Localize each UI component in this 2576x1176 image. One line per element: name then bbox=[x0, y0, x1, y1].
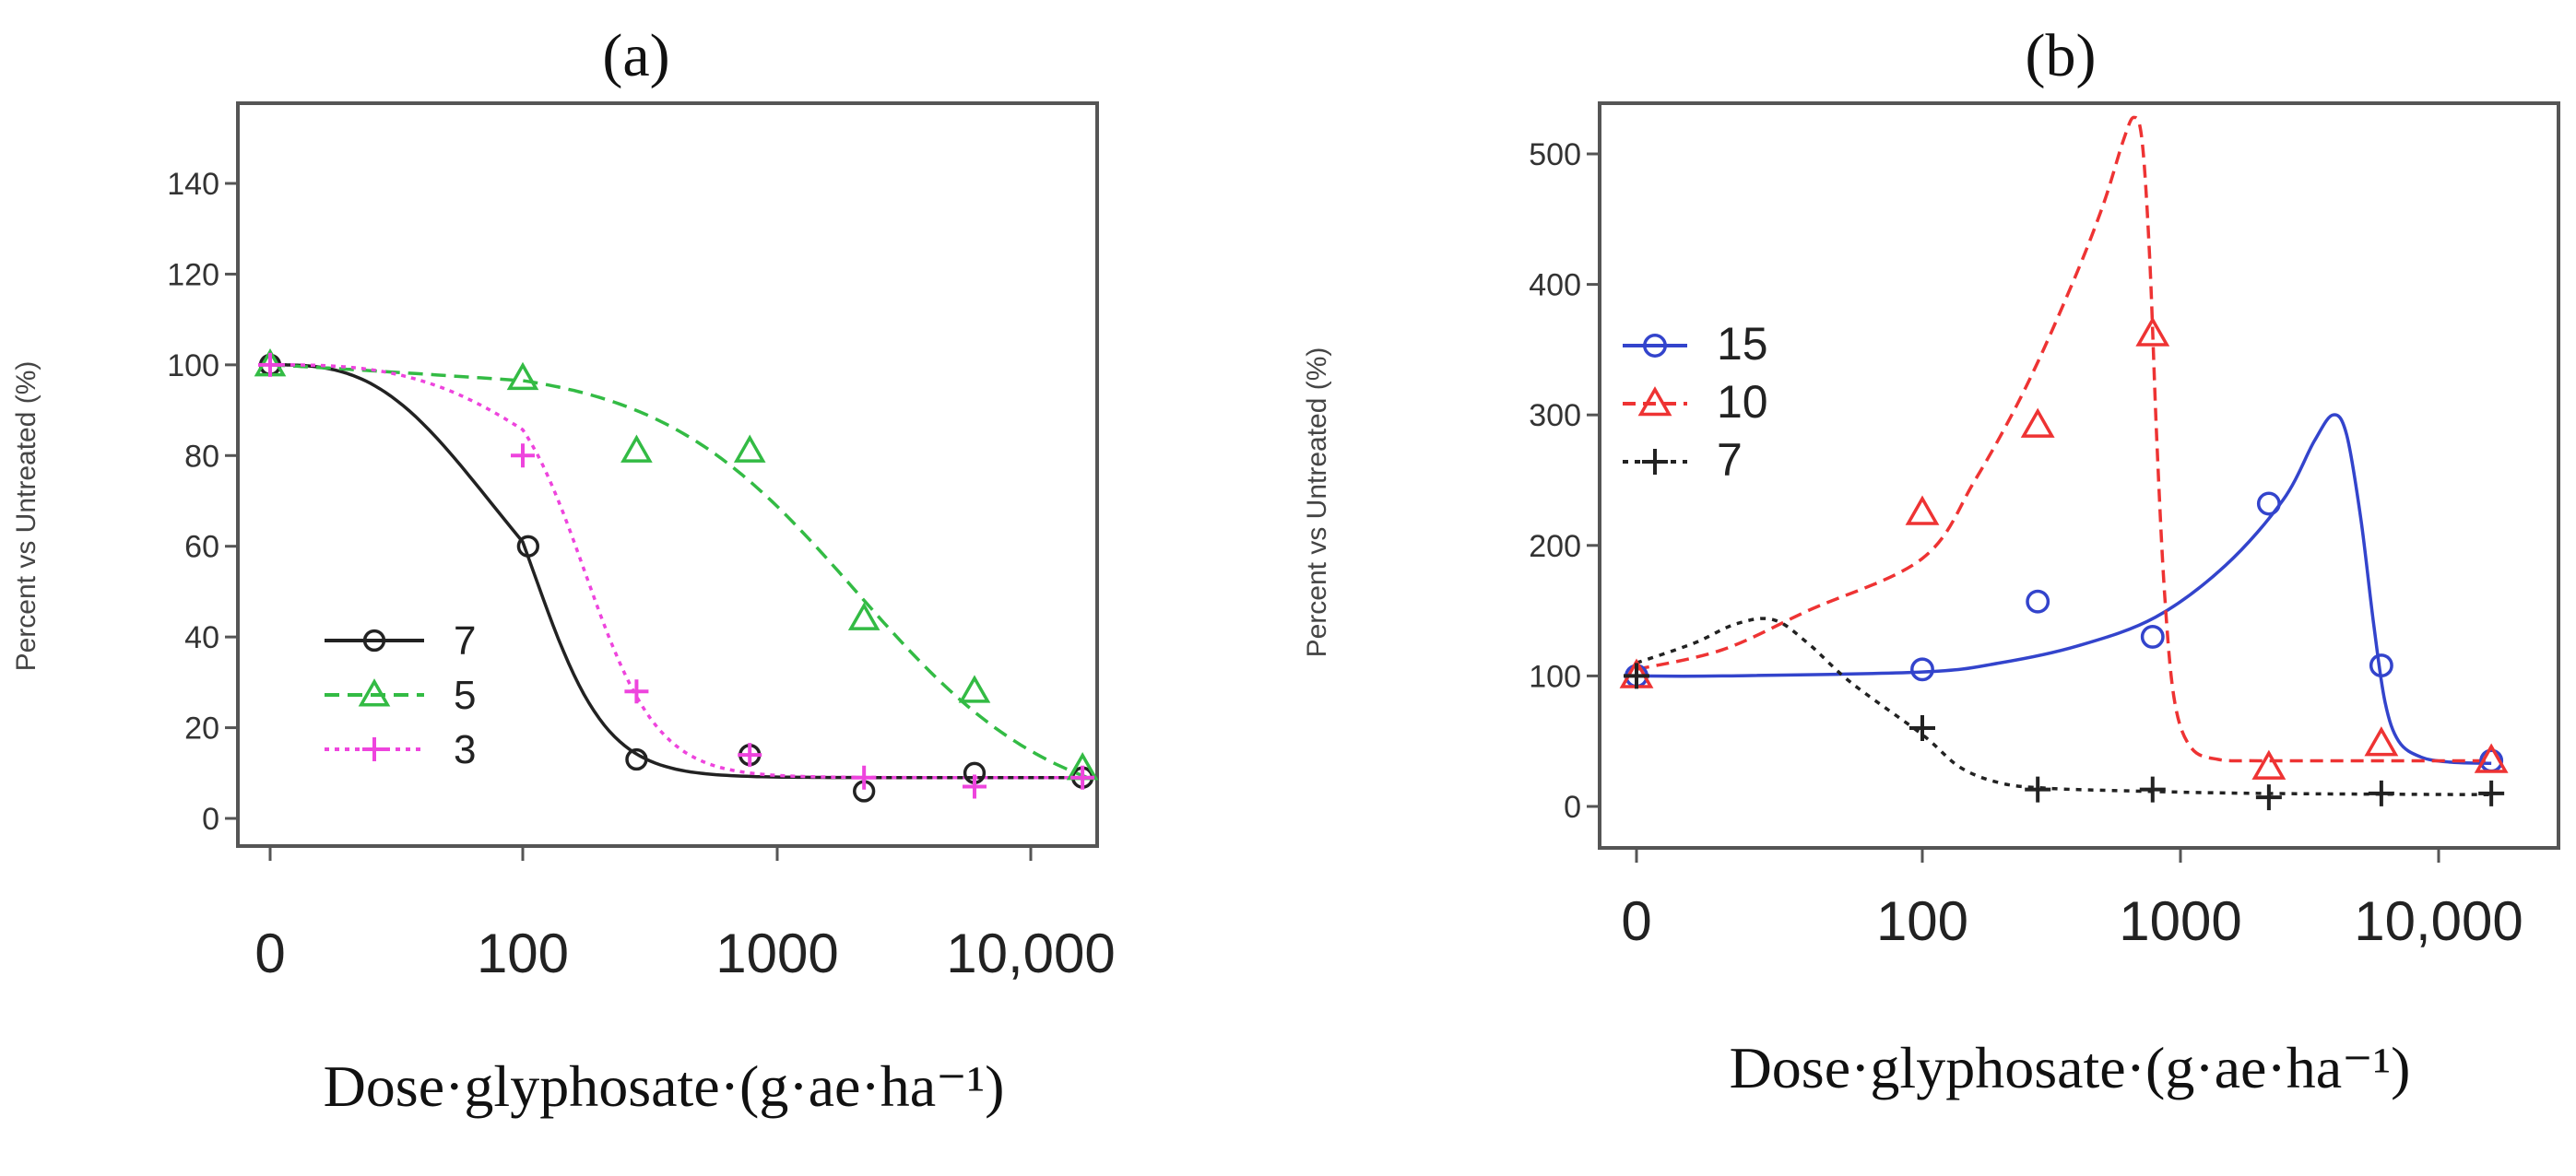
y-tick-label: 300 bbox=[1529, 398, 1581, 433]
legend-7-label: 7 bbox=[454, 618, 476, 664]
series-3-point bbox=[852, 765, 877, 790]
panel-a-title: (a) bbox=[602, 22, 669, 89]
panel-b-points bbox=[1619, 316, 2509, 811]
x-tick-label: 10,000 bbox=[946, 923, 1116, 984]
series-5-point bbox=[733, 434, 766, 463]
series-15-point bbox=[2369, 653, 2393, 678]
y-tick-label: 0 bbox=[1564, 790, 1581, 825]
series-7-point bbox=[625, 747, 648, 771]
series-10-point bbox=[2020, 407, 2055, 438]
panel-b-title: (b) bbox=[2026, 22, 2097, 89]
legend-5-marker bbox=[358, 678, 391, 707]
y-tick-label: 60 bbox=[184, 530, 219, 565]
series-15-point bbox=[2026, 589, 2050, 614]
panel-b-x-axis: 0 100 1000 10,000 bbox=[1621, 848, 2523, 952]
panel-a-x-label: Dose·glyphosate·(g·ae·ha⁻¹) bbox=[324, 1053, 1005, 1119]
series-5-point bbox=[620, 434, 653, 463]
series-15-point bbox=[2256, 491, 2281, 516]
panel-b-x-label: Dose·glyphosate·(g·ae·ha⁻¹) bbox=[1730, 1035, 2411, 1100]
panel-b-curves bbox=[1636, 115, 2492, 797]
series-7-point bbox=[2255, 784, 2282, 811]
series-3-point bbox=[624, 679, 649, 704]
y-tick-label: 0 bbox=[202, 802, 219, 837]
y-tick-label: 140 bbox=[167, 167, 219, 202]
series-15-point bbox=[1910, 657, 1934, 682]
series-3-point bbox=[1070, 765, 1095, 790]
x-tick-label: 1000 bbox=[715, 923, 838, 984]
series-7-point bbox=[2139, 776, 2166, 803]
x-tick-label: 0 bbox=[254, 923, 285, 984]
legend-15-marker bbox=[1643, 334, 1667, 358]
legend-15-label: 15 bbox=[1717, 318, 1768, 370]
series-5-curve bbox=[269, 363, 1088, 779]
series-3-point bbox=[511, 443, 535, 468]
series-7-point bbox=[516, 535, 539, 558]
y-tick-label: 100 bbox=[167, 348, 219, 383]
series-7-curve bbox=[1636, 617, 2492, 797]
panel-a-curves bbox=[269, 363, 1088, 780]
panel-a-points bbox=[254, 348, 1099, 803]
series-3-point bbox=[738, 743, 762, 768]
chart-panel-a: (a) 0 20 40 60 80 100 120 140 0 100 1000 10,000 7 5… bbox=[11, 22, 1116, 1119]
series-7-point bbox=[2025, 776, 2051, 803]
legend-5-label: 5 bbox=[454, 673, 476, 718]
series-10-point bbox=[2135, 316, 2170, 347]
y-tick-label: 20 bbox=[184, 711, 219, 747]
y-tick-label: 80 bbox=[184, 439, 219, 474]
x-tick-label: 100 bbox=[1876, 890, 1968, 952]
panel-b-y-axis: 0 100 200 300 400 500 bbox=[1529, 137, 1600, 825]
panel-b-frame bbox=[1598, 101, 2560, 850]
chart-panel-b: (b) 0 100 200 300 400 500 0 100 1000 10,000 15 10… bbox=[1302, 22, 2560, 1100]
legend-7-label: 7 bbox=[1717, 434, 1743, 486]
y-tick-label: 400 bbox=[1529, 268, 1581, 303]
series-10-point bbox=[2474, 743, 2509, 773]
panel-b-legend: 15 10 7 bbox=[1623, 318, 1768, 486]
series-5-point bbox=[847, 602, 880, 630]
series-7-point bbox=[1624, 663, 1649, 689]
series-10-point bbox=[1905, 495, 1940, 525]
panel-a-frame bbox=[236, 101, 1099, 848]
panel-b-y-label: Percent vs Untreated (%) bbox=[1302, 347, 1332, 658]
y-tick-label: 200 bbox=[1529, 529, 1581, 564]
legend-10-label: 10 bbox=[1717, 376, 1768, 428]
series-15-curve bbox=[1636, 413, 2492, 766]
legend-3-marker bbox=[362, 737, 386, 761]
panel-a-y-axis: 0 20 40 60 80 100 120 140 bbox=[167, 167, 238, 837]
y-tick-label: 120 bbox=[167, 257, 219, 292]
series-3-curve bbox=[270, 363, 1087, 780]
series-10-point bbox=[2251, 749, 2286, 780]
legend-7-marker bbox=[362, 629, 386, 653]
series-3-point bbox=[258, 352, 282, 377]
legend-7-marker bbox=[1642, 449, 1668, 475]
x-tick-label: 10,000 bbox=[2354, 890, 2523, 952]
series-7-point bbox=[2368, 780, 2394, 806]
series-10-curve bbox=[1636, 115, 2492, 763]
y-tick-label: 500 bbox=[1529, 137, 1581, 172]
series-5-point bbox=[506, 361, 539, 391]
series-10-point bbox=[2364, 726, 2399, 757]
x-tick-label: 0 bbox=[1621, 890, 1651, 952]
x-tick-label: 1000 bbox=[2119, 890, 2241, 952]
series-15-point bbox=[2140, 624, 2165, 649]
panel-a-y-label: Percent vs Untreated (%) bbox=[11, 361, 41, 672]
legend-10-marker bbox=[1637, 386, 1672, 417]
y-tick-label: 40 bbox=[184, 620, 219, 655]
panel-a-x-axis: 0 100 1000 10,000 bbox=[254, 846, 1116, 984]
series-5-point bbox=[958, 675, 991, 703]
panel-a-legend: 7 5 3 bbox=[325, 618, 476, 772]
x-tick-label: 100 bbox=[477, 923, 569, 984]
series-7-point bbox=[1909, 715, 1935, 742]
legend-3-label: 3 bbox=[454, 727, 476, 772]
series-7-point bbox=[2478, 780, 2505, 806]
series-7-curve bbox=[270, 363, 1087, 780]
y-tick-label: 100 bbox=[1529, 659, 1581, 694]
series-3-point bbox=[962, 774, 987, 799]
